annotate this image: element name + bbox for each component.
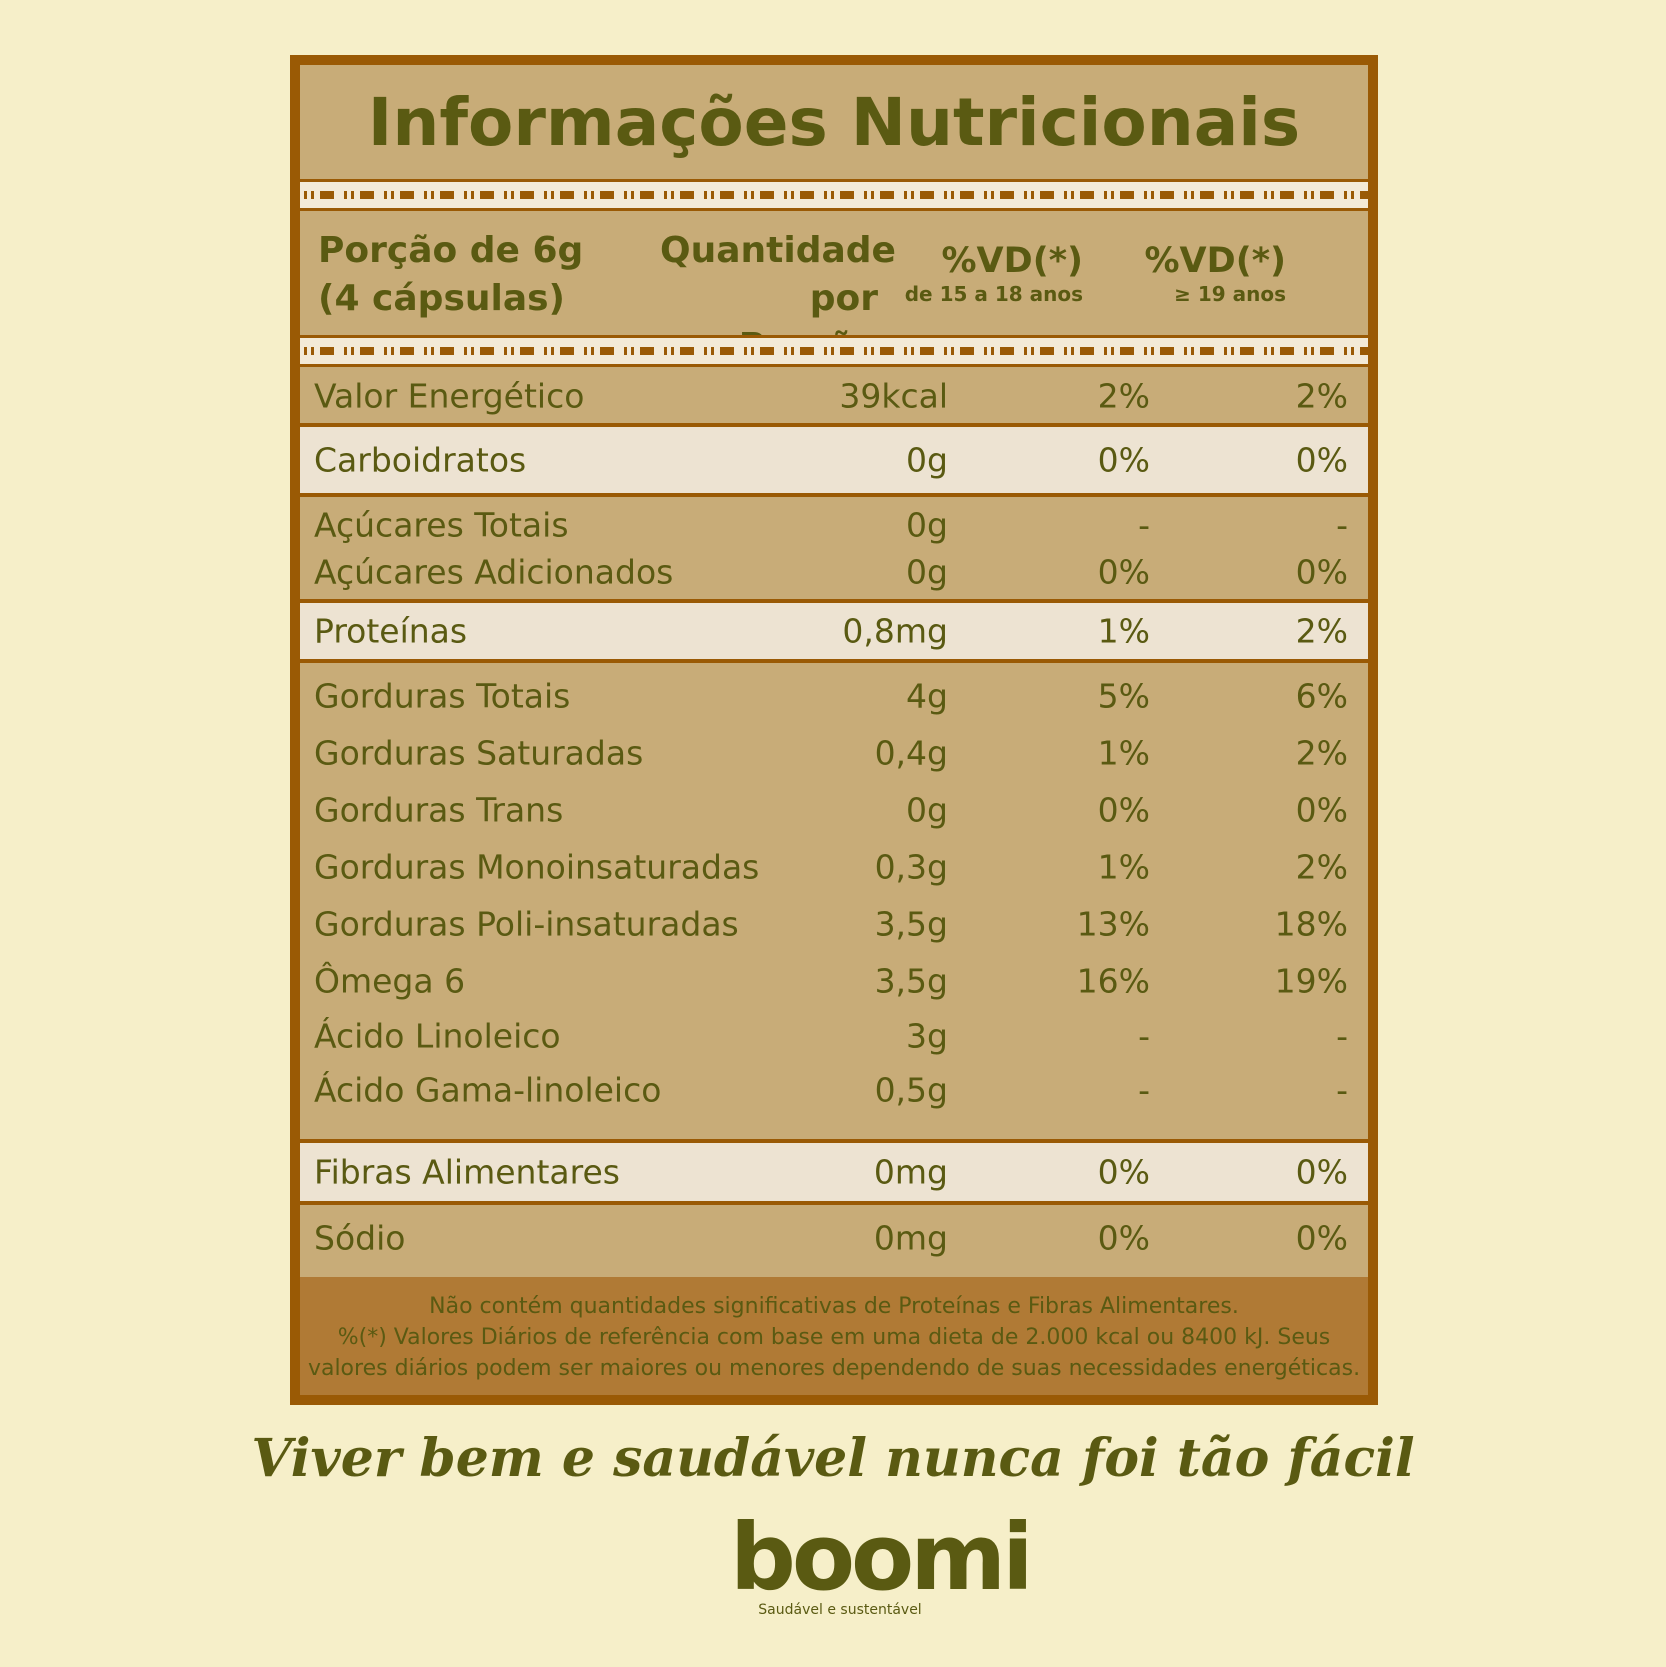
row-vd1: 0% bbox=[1097, 1152, 1150, 1192]
row-vd1: 2% bbox=[1097, 376, 1150, 415]
table-row: Fibras Alimentares 0mg 0% 0% bbox=[300, 1143, 1368, 1205]
row-qty: 0,5g bbox=[874, 1070, 948, 1110]
table-row: Valor Energético 39kcal 2% 2% bbox=[300, 367, 1368, 427]
row-qty: 0,3g bbox=[874, 847, 948, 886]
row-name: Gorduras Poli-insaturadas bbox=[314, 904, 739, 943]
row-qty: 3,5g bbox=[874, 904, 948, 943]
header-vd1: %VD(*) bbox=[941, 241, 1083, 281]
row-name: Açúcares Adicionados bbox=[314, 552, 674, 592]
row-qty: 0,4g bbox=[874, 733, 948, 772]
row-name: Gorduras Saturadas bbox=[314, 733, 644, 772]
row-name: Sódio bbox=[314, 1218, 406, 1258]
row-vd2: 6% bbox=[1295, 676, 1348, 715]
table-row-group: Gorduras Totais 4g 5% 6% Gorduras Saturadas… bbox=[300, 663, 1368, 1143]
nutrition-table-inner: Informações Nutricionais Porção de 6g (4… bbox=[300, 65, 1368, 1395]
row-vd1: 13% bbox=[1076, 904, 1150, 943]
slogan: Viver bem e saudável nunca foi tão fácil bbox=[251, 1428, 1415, 1489]
row-vd2: 19% bbox=[1274, 961, 1348, 1000]
header-portion-line1: Porção de 6g bbox=[318, 230, 584, 271]
row-vd2: 18% bbox=[1274, 904, 1348, 943]
row-qty: 0g bbox=[906, 790, 948, 829]
row-vd2: 0% bbox=[1295, 1218, 1348, 1258]
row-name: Açúcares Totais bbox=[314, 505, 569, 545]
row-vd1: - bbox=[1138, 1070, 1150, 1110]
row-vd2: 2% bbox=[1295, 376, 1348, 415]
row-name: Ácido Gama-linoleico bbox=[314, 1070, 662, 1110]
row-vd2: - bbox=[1336, 1070, 1348, 1110]
row-vd1: 1% bbox=[1097, 611, 1150, 651]
header-vd2: %VD(*) bbox=[1144, 241, 1286, 281]
row-qty: 3,5g bbox=[874, 961, 948, 1000]
row-name: Ácido Linoleico bbox=[314, 1016, 561, 1056]
row-vd1: 5% bbox=[1097, 676, 1150, 715]
table-row: Sódio 0mg 0% 0% bbox=[300, 1205, 1368, 1258]
header-vd2-sub: ≥ 19 anos bbox=[1174, 282, 1286, 306]
header-portion-line2: (4 cápsulas) bbox=[318, 278, 566, 319]
row-vd2: 2% bbox=[1295, 847, 1348, 886]
row-vd1: - bbox=[1138, 505, 1150, 545]
row-vd1: 1% bbox=[1097, 847, 1150, 886]
row-vd2: - bbox=[1336, 1016, 1348, 1056]
footnote-line3: valores diários podem ser maiores ou men… bbox=[307, 1356, 1361, 1381]
row-vd1: 0% bbox=[1097, 440, 1150, 480]
row-qty: 0g bbox=[906, 505, 948, 545]
row-vd1: 16% bbox=[1076, 961, 1150, 1000]
footnote-line2: %(*) Valores Diários de referência com b… bbox=[337, 1325, 1331, 1350]
brand-logo-text: boomi bbox=[730, 1504, 1034, 1611]
header-vd-adult: %VD(*) ≥ 19 anos bbox=[1100, 241, 1286, 307]
row-qty: 3g bbox=[906, 1016, 948, 1056]
decorative-band-bottom bbox=[300, 335, 1368, 367]
table-row-group: Açúcares Totais 0g - - Açúcares Adicionados… bbox=[300, 497, 1368, 603]
row-vd2: 0% bbox=[1295, 1152, 1348, 1192]
row-vd1: 1% bbox=[1097, 733, 1150, 772]
brand-logo: boomi Saudável e sustentável bbox=[730, 1504, 1034, 1619]
row-vd2: - bbox=[1336, 505, 1348, 545]
row-vd2: 0% bbox=[1295, 790, 1348, 829]
row-vd2: 2% bbox=[1295, 733, 1348, 772]
brand-tagline: Saudável e sustentável bbox=[758, 1602, 922, 1618]
header-qty-line1: Quantidade bbox=[660, 230, 896, 271]
row-qty: 39kcal bbox=[839, 376, 948, 415]
table-footnote: Não contém quantidades significativas de… bbox=[300, 1277, 1368, 1395]
row-name: Gorduras Trans bbox=[314, 790, 564, 829]
row-vd1: - bbox=[1138, 1016, 1150, 1056]
header-vd1-sub: de 15 a 18 anos bbox=[904, 282, 1083, 306]
row-name: Carboidratos bbox=[314, 440, 527, 480]
table-row: Proteínas 0,8mg 1% 2% bbox=[300, 603, 1368, 663]
row-name: Valor Energético bbox=[314, 376, 585, 415]
row-name: Fibras Alimentares bbox=[314, 1152, 620, 1192]
row-vd1: 0% bbox=[1097, 552, 1150, 592]
row-vd2: 0% bbox=[1295, 440, 1348, 480]
header-portion: Porção de 6g (4 cápsulas) bbox=[318, 227, 583, 323]
row-qty: 0mg bbox=[873, 1218, 948, 1258]
row-name: Ômega 6 bbox=[314, 961, 466, 1000]
row-vd1: 0% bbox=[1097, 790, 1150, 829]
table-header: Porção de 6g (4 cápsulas) Quantidade por… bbox=[300, 213, 1368, 367]
row-vd2: 2% bbox=[1295, 611, 1348, 651]
row-qty: 0mg bbox=[873, 1152, 948, 1192]
decorative-band-top bbox=[300, 179, 1368, 211]
row-qty: 0g bbox=[906, 440, 948, 480]
table-title: Informações Nutricionais bbox=[367, 83, 1301, 161]
row-name: Proteínas bbox=[314, 611, 468, 651]
header-vd-teen: %VD(*) de 15 a 18 anos bbox=[900, 241, 1083, 307]
nutrition-table: Informações Nutricionais Porção de 6g (4… bbox=[290, 55, 1378, 1405]
row-qty: 4g bbox=[906, 676, 948, 715]
row-name: Gorduras Totais bbox=[314, 676, 571, 715]
row-name: Gorduras Monoinsaturadas bbox=[314, 847, 760, 886]
row-qty: 0,8mg bbox=[842, 611, 948, 651]
row-vd2: 0% bbox=[1295, 552, 1348, 592]
row-vd1: 0% bbox=[1097, 1218, 1150, 1258]
footnote-line1: Não contém quantidades significativas de… bbox=[429, 1294, 1239, 1319]
row-qty: 0g bbox=[906, 552, 948, 592]
table-row: Carboidratos 0g 0% 0% bbox=[300, 427, 1368, 497]
